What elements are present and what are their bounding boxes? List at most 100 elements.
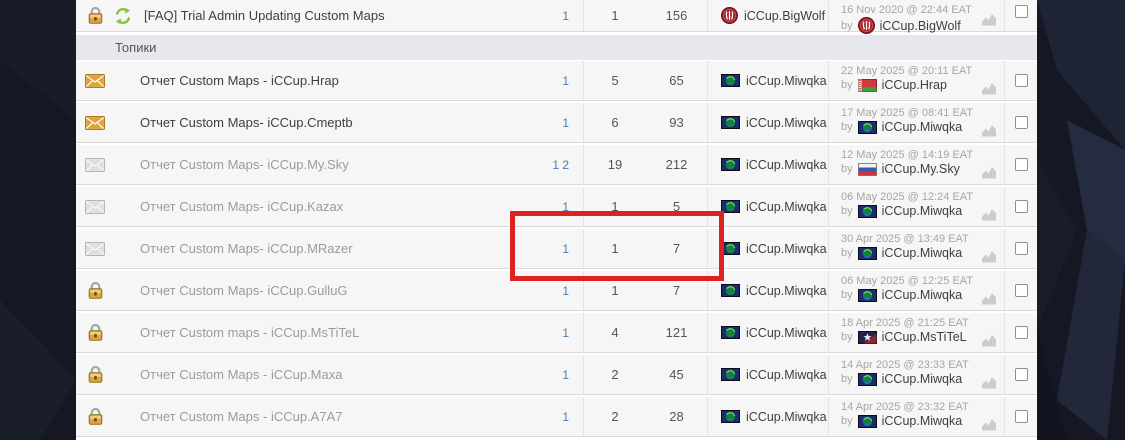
select-topic-checkbox[interactable] — [1014, 284, 1028, 297]
author-link[interactable]: iCCup.Miwqka — [746, 157, 827, 172]
select-topic-checkbox[interactable] — [1014, 158, 1028, 171]
topic-page-links[interactable]: 1 — [562, 73, 569, 88]
topic-status-cell — [76, 61, 114, 100]
topic-title-link[interactable]: Отчет Custom Maps- iCCup.My.Sky — [140, 157, 349, 172]
last-post-user-link[interactable]: iCCup.MsTiTeL — [881, 330, 967, 344]
topic-page-links[interactable]: 1 — [562, 241, 569, 256]
topic-title-link[interactable]: Отчет Custom Maps - iCCup.Maxa — [140, 367, 343, 382]
author-link[interactable]: iCCup.Miwqka — [746, 115, 827, 130]
last-post-user-link[interactable]: iCCup.Miwqka — [881, 120, 963, 134]
select-topic-checkbox[interactable] — [1014, 326, 1028, 339]
last-post-user-link[interactable]: iCCup.Miwqka — [881, 204, 963, 218]
topic-title-cell: Отчет Custom Maps- iCCup.MRazer 1 — [114, 229, 584, 268]
goto-last-post-icon[interactable] — [981, 124, 997, 137]
topic-page-links[interactable]: 1 — [562, 367, 569, 382]
topic-rows: Отчет Custom Maps - iCCup.Hrap 1 5 65 iC… — [76, 61, 1037, 437]
goto-last-post-icon[interactable] — [981, 418, 997, 431]
goto-last-post-icon[interactable] — [981, 292, 997, 305]
last-post-byline: by iCCup.Hrap — [841, 78, 1004, 92]
author-link[interactable]: iCCup.Miwqka — [746, 283, 827, 298]
dark-faceted-background-left — [0, 0, 76, 440]
select-topic-checkbox[interactable] — [1014, 410, 1028, 423]
topic-page-links[interactable]: 1 2 — [552, 157, 569, 172]
topic-page-links[interactable]: 1 — [562, 199, 569, 214]
replies-count: 19 — [607, 157, 623, 172]
topic-status-cell — [76, 355, 114, 394]
topic-title-link[interactable]: Отчет Custom Maps- iCCup.GulluG — [140, 283, 348, 298]
select-topic-checkbox[interactable] — [1014, 74, 1028, 87]
topic-page-links[interactable]: 1 — [562, 283, 569, 298]
miwqka-flag-icon — [857, 372, 877, 386]
last-post-user-link[interactable]: iCCup.Miwqka — [881, 288, 963, 302]
select-topic-checkbox[interactable] — [1014, 116, 1028, 129]
dark-faceted-background-right — [1037, 0, 1125, 440]
topic-title-link[interactable]: Отчет Custom Maps - iCCup.A7A7 — [140, 409, 343, 424]
topic-page-links[interactable]: 1 — [562, 409, 569, 424]
checkbox-cell — [1005, 355, 1037, 394]
miwqka-flag-icon — [721, 158, 740, 171]
author-cell: iCCup.Miwqka — [708, 145, 829, 184]
by-label: by — [841, 289, 853, 301]
topic-title-link[interactable]: Отчет Custom maps - iCCup.MsTiTeL — [140, 325, 360, 340]
last-post-date: 14 Apr 2025 @ 23:33 EAT — [841, 359, 969, 371]
topic-page-links[interactable]: 1 — [562, 8, 569, 23]
checkbox-cell — [1005, 271, 1037, 310]
goto-last-post-icon[interactable] — [981, 376, 997, 389]
goto-last-post-icon[interactable] — [981, 250, 997, 263]
replies-count: 4 — [611, 325, 619, 340]
lock-icon — [86, 365, 105, 384]
miwqka-flag-icon — [721, 410, 740, 423]
topic-title-link[interactable]: Отчет Custom Maps- iCCup.MRazer — [140, 241, 353, 256]
last-post-byline: by iCCup.Miwqka — [841, 246, 1004, 260]
last-post-date: 16 Nov 2020 @ 22:44 EAT — [841, 4, 972, 16]
goto-last-post-icon[interactable] — [981, 334, 997, 347]
last-post-user-link[interactable]: iCCup.Miwqka — [881, 414, 963, 428]
goto-last-post-icon[interactable] — [981, 208, 997, 221]
replies-count: 6 — [611, 115, 619, 130]
author-link[interactable]: iCCup.Miwqka — [746, 199, 827, 214]
topic-title-link[interactable]: Отчет Custom Maps - iCCup.Hrap — [140, 73, 339, 88]
author-link[interactable]: iCCup.BigWolf — [744, 8, 826, 23]
topic-row: Отчет Custom Maps- iCCup.Kazax 1 1 5 iCC… — [76, 187, 1037, 227]
author-link[interactable]: iCCup.Miwqka — [746, 367, 827, 382]
select-topic-checkbox[interactable] — [1014, 368, 1028, 381]
miwqka-flag-icon — [721, 284, 740, 297]
topic-title-cell: [FAQ] Trial Admin Updating Custom Maps 1 — [114, 0, 584, 31]
author-cell: iCCup.Miwqka — [708, 229, 829, 268]
last-post-user-link[interactable]: iCCup.Miwqka — [881, 246, 963, 260]
last-post-user-link[interactable]: iCCup.My.Sky — [881, 162, 960, 176]
select-topic-checkbox[interactable] — [1014, 5, 1028, 18]
lock-icon — [86, 323, 105, 342]
miwqka-flag-icon — [721, 368, 740, 381]
goto-last-post-icon[interactable] — [981, 166, 997, 179]
last-post-user-link[interactable]: iCCup.Hrap — [881, 78, 947, 92]
miwqka-flag-icon — [721, 326, 740, 339]
lock-icon — [86, 281, 105, 300]
last-post-cell: 14 Apr 2025 @ 23:33 EAT by iCCup.Miwqka — [829, 355, 1005, 394]
topic-page-links[interactable]: 1 — [562, 115, 569, 130]
last-post-user-link[interactable]: iCCup.BigWolf — [879, 18, 961, 33]
author-cell: iCCup.Miwqka — [708, 355, 829, 394]
topic-title-link[interactable]: Отчет Custom Maps- iCCup.Cmeptb — [140, 115, 353, 130]
topic-status-cell — [76, 187, 114, 226]
topic-title-link[interactable]: Отчет Custom Maps- iCCup.Kazax — [140, 199, 344, 214]
views-count: 5 — [646, 187, 708, 226]
last-post-date: 14 Apr 2025 @ 23:32 EAT — [841, 401, 969, 413]
select-topic-checkbox[interactable] — [1014, 200, 1028, 213]
author-link[interactable]: iCCup.Miwqka — [746, 241, 827, 256]
author-link[interactable]: iCCup.Miwqka — [746, 325, 827, 340]
topic-title-link[interactable]: [FAQ] Trial Admin Updating Custom Maps — [144, 8, 385, 23]
views-count: 121 — [646, 313, 708, 352]
last-post-byline: by iCCup.MsTiTeL — [841, 330, 1004, 344]
select-topic-checkbox[interactable] — [1014, 242, 1028, 255]
last-post-user-link[interactable]: iCCup.Miwqka — [881, 372, 963, 386]
goto-last-post-icon[interactable] — [981, 13, 997, 26]
author-link[interactable]: iCCup.Miwqka — [746, 409, 827, 424]
replies-count: 1 — [611, 241, 619, 256]
miwqka-flag-icon — [721, 242, 740, 255]
goto-last-post-icon[interactable] — [981, 82, 997, 95]
views-count: 45 — [646, 355, 708, 394]
topic-page-links[interactable]: 1 — [562, 325, 569, 340]
views-count: 156 — [646, 0, 708, 31]
author-link[interactable]: iCCup.Miwqka — [746, 73, 827, 88]
